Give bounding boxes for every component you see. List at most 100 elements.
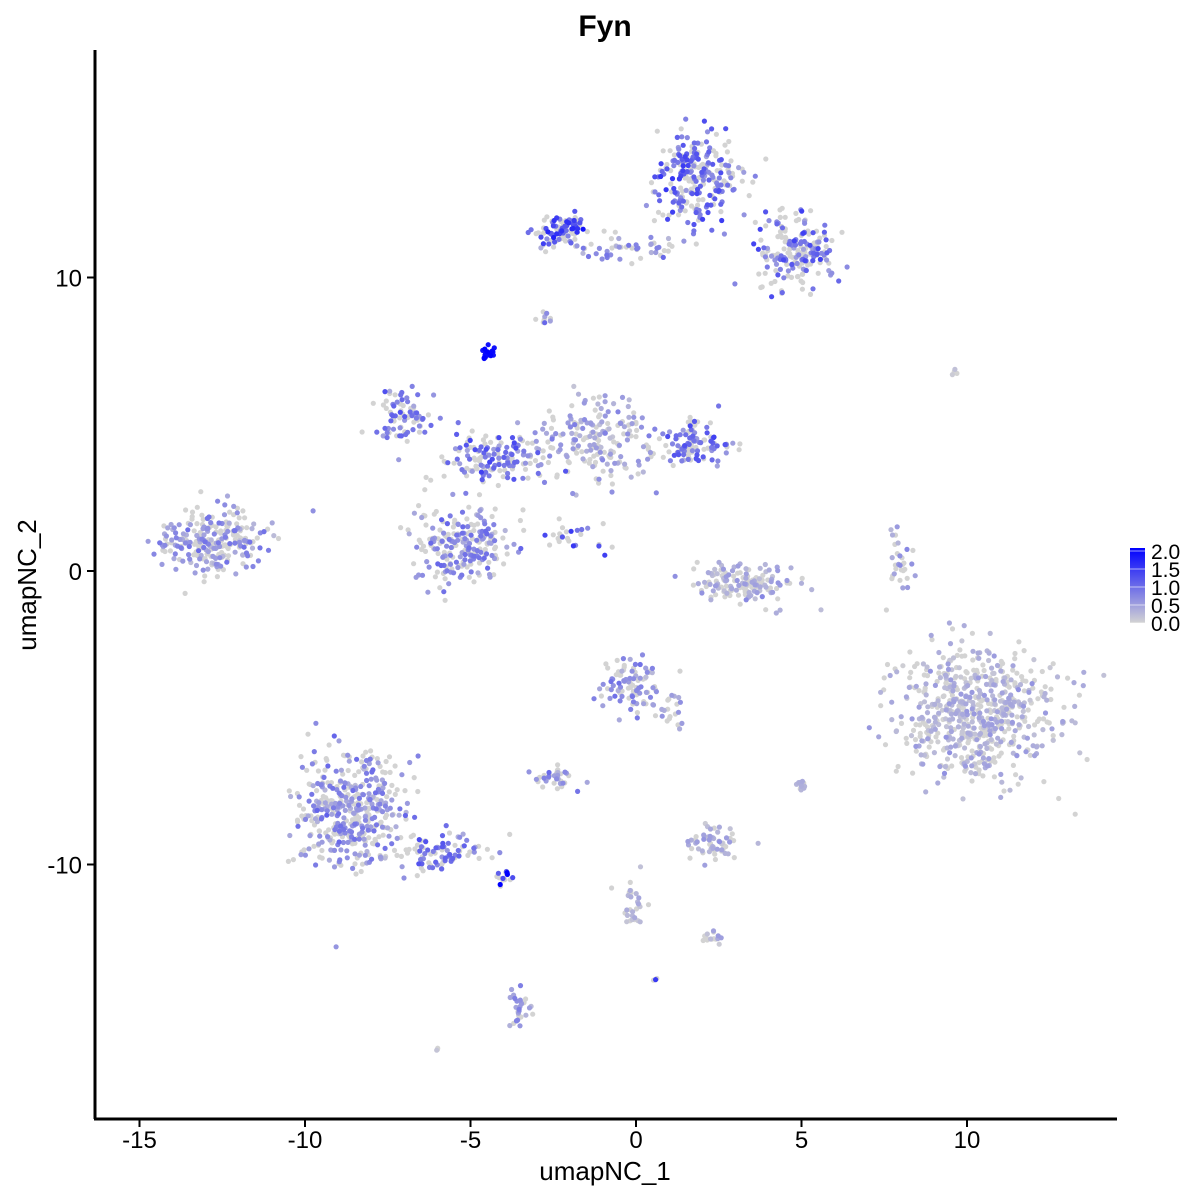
cell-point (946, 701, 952, 707)
cell-point (520, 507, 526, 513)
cell-point (471, 849, 477, 855)
cell-point (275, 535, 282, 542)
cell-point (1004, 706, 1010, 712)
colorbar-ticks: 0.00.51.01.52.0 (1130, 541, 1180, 636)
cell-point (330, 785, 336, 791)
cell-point (249, 545, 256, 551)
cell-point (696, 197, 702, 203)
cell-point (912, 663, 918, 670)
cell-point (705, 160, 712, 166)
cell-point (676, 694, 682, 701)
cell-point (1044, 697, 1050, 703)
cell-point (468, 532, 474, 538)
cell-point (520, 475, 526, 481)
cell-point (991, 670, 997, 677)
cell-point (497, 850, 503, 856)
cell-point (550, 223, 557, 229)
x-tick-label: -15 (122, 1127, 157, 1154)
cell-point (777, 214, 783, 220)
cell-point (203, 559, 210, 565)
cell-point (664, 161, 670, 168)
cell-point (217, 555, 223, 561)
cell-point (739, 178, 745, 184)
cell-point (410, 427, 416, 433)
cell-point (693, 455, 699, 462)
cell-point (898, 720, 905, 727)
cell-point (495, 482, 501, 489)
cell-point (711, 434, 717, 440)
cell-point (382, 425, 388, 431)
cell-point (724, 149, 731, 155)
cell-point (322, 767, 328, 773)
cell-point (572, 208, 578, 214)
cell-point (727, 839, 733, 845)
cell-point (445, 460, 451, 466)
cell-point (928, 632, 934, 639)
x-tick-label: -5 (460, 1127, 481, 1154)
cell-point (785, 268, 792, 274)
cell-point (741, 169, 747, 175)
cell-point (1050, 733, 1056, 739)
cell-point (779, 225, 786, 231)
cell-point (580, 456, 586, 462)
cell-point (676, 176, 683, 182)
cell-point (718, 157, 724, 163)
cell-point (310, 508, 316, 514)
cell-point (375, 786, 381, 793)
cell-point (314, 788, 320, 794)
cell-point (460, 831, 466, 837)
cell-point (693, 178, 699, 184)
cell-point (349, 817, 356, 823)
cell-point (944, 756, 951, 762)
cell-point (1072, 703, 1078, 710)
cell-point (977, 710, 983, 716)
cell-point (477, 508, 483, 514)
cell-point (478, 469, 484, 475)
cell-point (222, 534, 229, 540)
cell-point (894, 669, 900, 675)
cell-point (643, 665, 649, 671)
cell-point (457, 445, 463, 451)
cell-point (965, 730, 971, 736)
cell-point (660, 212, 666, 218)
cell-point (596, 476, 602, 482)
cell-point (182, 590, 188, 597)
cell-point (392, 763, 398, 769)
cell-point (629, 261, 635, 267)
cell-point (287, 832, 293, 839)
cell-point (342, 807, 348, 814)
cell-point (683, 432, 689, 438)
cell-point (585, 525, 591, 531)
cell-point (621, 678, 627, 684)
cell-point (1016, 744, 1022, 750)
cell-point (627, 656, 633, 662)
cell-point (699, 169, 705, 175)
cell-point (882, 742, 889, 748)
cell-point (786, 241, 792, 247)
cell-point (616, 235, 622, 242)
cell-point (1014, 753, 1020, 759)
cell-point (787, 253, 793, 259)
cell-point (570, 446, 576, 452)
cell-point (803, 267, 809, 274)
cell-point (1023, 749, 1029, 755)
cell-point (361, 836, 367, 842)
cell-point (774, 221, 780, 227)
cell-point (667, 148, 673, 154)
cell-point (575, 391, 582, 397)
cell-point (710, 928, 717, 934)
cell-point (415, 753, 421, 759)
cell-point (517, 436, 524, 442)
cell-point (380, 769, 386, 775)
cell-point (943, 716, 949, 722)
cell-point (261, 529, 267, 535)
cell-point (213, 524, 219, 530)
cell-point (329, 811, 335, 817)
cell-point (719, 847, 725, 853)
cell-point (918, 752, 924, 758)
cell-point (737, 441, 743, 447)
cell-point (243, 550, 250, 556)
cell-point (507, 831, 513, 838)
cell-point (265, 547, 272, 553)
cell-point (763, 584, 769, 590)
